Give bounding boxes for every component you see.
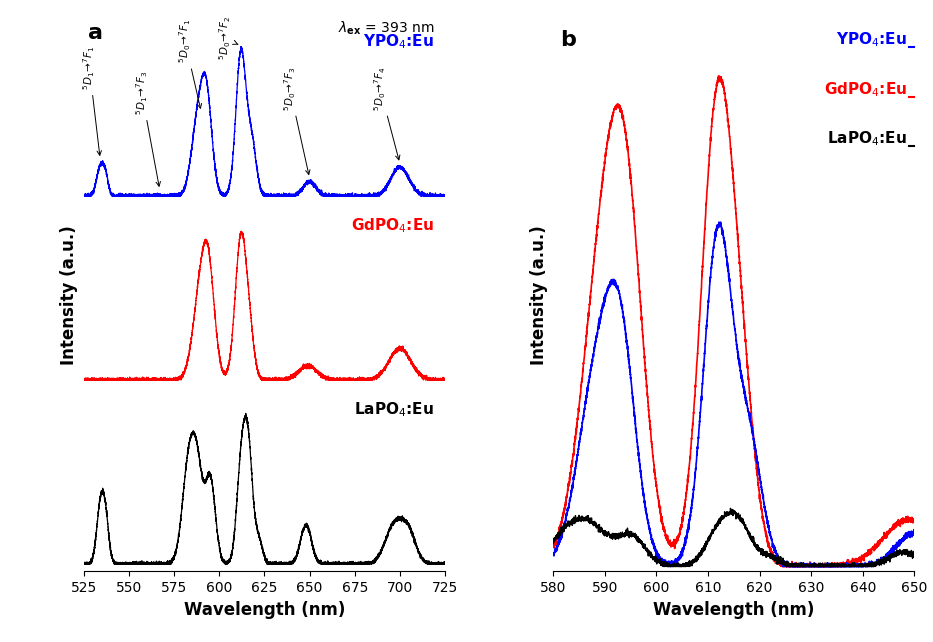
X-axis label: Wavelength (nm): Wavelength (nm) bbox=[653, 601, 815, 619]
Text: $^5D_0\!\rightarrow\!^7F_4$: $^5D_0\!\rightarrow\!^7F_4$ bbox=[372, 66, 400, 160]
Text: $^5D_0\!\rightarrow\!^7F_2$: $^5D_0\!\rightarrow\!^7F_2$ bbox=[217, 16, 238, 60]
Text: $^5D_1\!\rightarrow\!^7F_3$: $^5D_1\!\rightarrow\!^7F_3$ bbox=[134, 71, 160, 186]
Text: GdPO$_4$:Eu: GdPO$_4$:Eu bbox=[351, 216, 434, 235]
Text: $^5D_1\!\rightarrow\!^7F_1$: $^5D_1\!\rightarrow\!^7F_1$ bbox=[81, 46, 102, 155]
X-axis label: Wavelength (nm): Wavelength (nm) bbox=[184, 601, 345, 619]
Y-axis label: Intensity (a.u.): Intensity (a.u.) bbox=[61, 225, 78, 365]
Text: b: b bbox=[561, 30, 577, 50]
Text: LaPO$_4$:Eu: LaPO$_4$:Eu bbox=[355, 400, 434, 419]
Text: $^5D_0\!\rightarrow\!^7F_3$: $^5D_0\!\rightarrow\!^7F_3$ bbox=[282, 66, 310, 175]
Text: YPO$_4$:Eu: YPO$_4$:Eu bbox=[363, 32, 434, 51]
Text: a: a bbox=[88, 23, 103, 43]
Text: $\lambda_{\bf ex}$ = 393 nm: $\lambda_{\bf ex}$ = 393 nm bbox=[338, 19, 434, 37]
Text: LaPO$_4$:Eu: LaPO$_4$:Eu bbox=[828, 130, 907, 148]
Text: GdPO$_4$:Eu: GdPO$_4$:Eu bbox=[824, 80, 907, 99]
Text: YPO$_4$:Eu: YPO$_4$:Eu bbox=[836, 30, 907, 49]
Y-axis label: Intensity (a.u.): Intensity (a.u.) bbox=[530, 225, 548, 365]
Text: $^5D_0\!\rightarrow\!^7F_1$: $^5D_0\!\rightarrow\!^7F_1$ bbox=[177, 19, 202, 108]
